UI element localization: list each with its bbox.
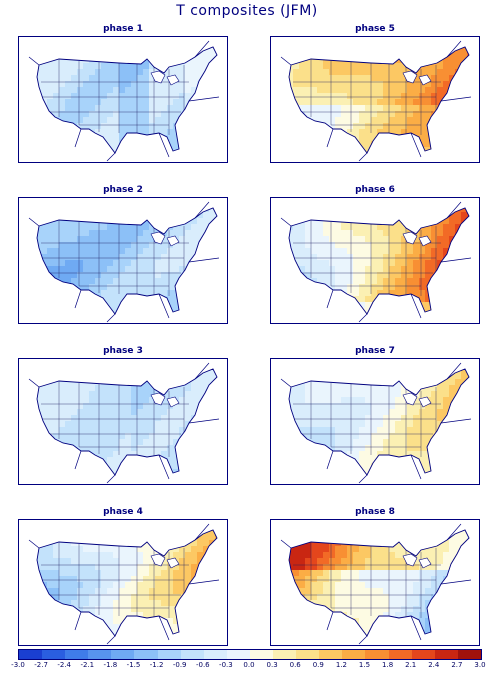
colorbar-tick-label: -0.3 [219, 661, 233, 669]
colorbar-tick-label: 2.4 [428, 661, 440, 669]
map-panel: phase 3 [18, 346, 228, 485]
colorbar-cell [65, 650, 89, 659]
panel-title: phase 5 [355, 24, 395, 34]
colorbar-tick-label: 2.1 [405, 661, 417, 669]
colorbar-cell [157, 650, 181, 659]
colorbar-tick-label: -2.7 [34, 661, 48, 669]
map-frame [18, 519, 228, 646]
colorbar-tick-label: 0.9 [312, 661, 324, 669]
colorbar-tick-label: 0.3 [266, 661, 278, 669]
panel-title: phase 8 [355, 507, 395, 517]
map-frame [270, 36, 480, 163]
map-frame [18, 36, 228, 163]
panel-title: phase 1 [103, 24, 143, 34]
colorbar-tick-label: 3.0 [474, 661, 486, 669]
panel-title: phase 2 [103, 185, 143, 195]
colorbar-cell [457, 650, 481, 659]
colorbar [18, 649, 482, 660]
colorbar-cell [203, 650, 227, 659]
colorbar-tick-label: 0.0 [243, 661, 255, 669]
temperature-map [280, 362, 472, 484]
colorbar-tick-label: -0.6 [195, 661, 210, 669]
map-frame [18, 197, 228, 324]
map-panel: phase 1 [18, 24, 228, 163]
colorbar-tick-label: 2.7 [451, 661, 463, 669]
temperature-map [28, 362, 220, 484]
figure-title: T composites (JFM) [176, 3, 318, 19]
colorbar-tick-label: 1.8 [382, 661, 394, 669]
colorbar-cell [296, 650, 320, 659]
colorbar-ticks: -3.0 -2.7 -2.4 -2.1 -1.8 -1.5 -1.2 -0.9 -0.6 -0.3… [11, 661, 485, 671]
temperature-map [280, 523, 472, 645]
colorbar-cell [388, 650, 412, 659]
map-frame [270, 197, 480, 324]
colorbar-cell [226, 650, 250, 659]
temperature-map [280, 40, 472, 162]
colorbar-cell [319, 650, 343, 659]
colorbar-cell [111, 650, 135, 659]
colorbar-tick-label: 1.5 [358, 661, 371, 669]
colorbar-tick-label: -1.2 [149, 661, 164, 669]
colorbar-cell [88, 650, 112, 659]
temperature-map [28, 201, 220, 323]
colorbar-cell [180, 650, 204, 659]
colorbar-cell [273, 650, 297, 659]
map-panel: phase 4 [18, 507, 228, 646]
panel-title: phase 6 [355, 185, 395, 195]
map-panel: phase 8 [270, 507, 480, 646]
colorbar-tick-label: 1.2 [335, 661, 347, 669]
temperature-map [280, 201, 472, 323]
colorbar-tick-label: -2.1 [80, 661, 95, 669]
panel-title: phase 3 [103, 346, 143, 356]
colorbar-tick-label: -3.0 [11, 661, 25, 669]
colorbar-cell [411, 650, 435, 659]
map-panel: phase 5 [270, 24, 480, 163]
colorbar-cell [249, 650, 274, 659]
colorbar-cell [434, 650, 458, 659]
temperature-map [28, 40, 220, 162]
map-frame [270, 519, 480, 646]
colorbar-cell [42, 650, 66, 659]
colorbar-tick-label: -1.8 [103, 661, 118, 669]
map-panel: phase 6 [270, 185, 480, 324]
colorbar-cell [365, 650, 389, 659]
map-frame [18, 358, 228, 485]
map-panel: phase 7 [270, 346, 480, 485]
colorbar-tick-label: -0.9 [172, 661, 187, 669]
colorbar-cell [342, 650, 366, 659]
temperature-map [28, 523, 220, 645]
colorbar-tick-label: -1.5 [126, 661, 141, 669]
colorbar-tick-label: 0.6 [289, 661, 301, 669]
colorbar-cell [134, 650, 158, 659]
map-panel: phase 2 [18, 185, 228, 324]
panel-title: phase 7 [355, 346, 395, 356]
panel-title: phase 4 [103, 507, 143, 517]
colorbar-tick-label: -2.4 [57, 661, 72, 669]
map-frame [270, 358, 480, 485]
colorbar-cell [19, 650, 43, 659]
